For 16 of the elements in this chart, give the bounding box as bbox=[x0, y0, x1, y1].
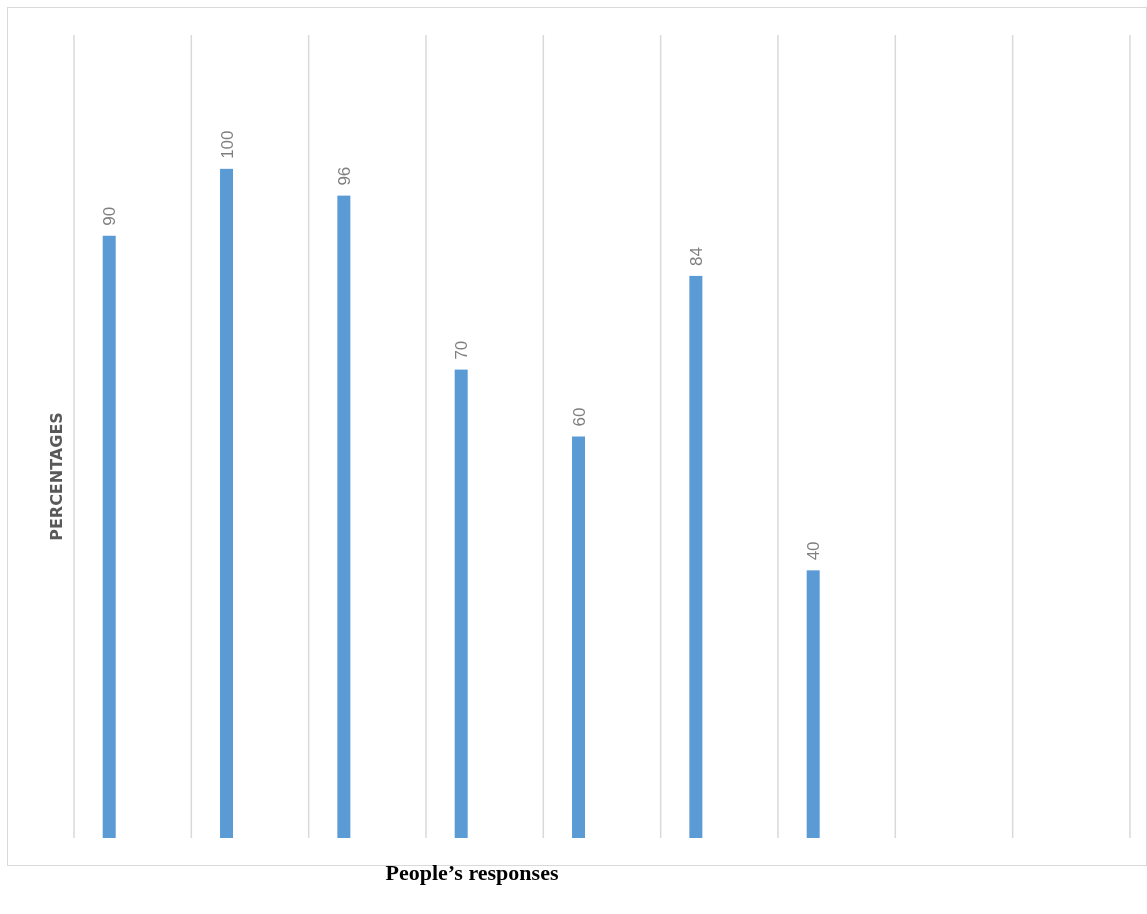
bar bbox=[337, 195, 351, 838]
data-label: 100 bbox=[217, 130, 237, 159]
data-label: 70 bbox=[452, 340, 472, 360]
data-label: 40 bbox=[804, 541, 824, 561]
data-label: 96 bbox=[334, 166, 354, 186]
x-axis-title: People’s responses bbox=[385, 860, 559, 885]
bar bbox=[102, 235, 116, 838]
data-label: 60 bbox=[569, 407, 589, 427]
bar bbox=[806, 570, 820, 838]
data-label: 90 bbox=[100, 206, 120, 226]
data-label: 84 bbox=[686, 246, 706, 266]
bar bbox=[689, 275, 703, 838]
bar bbox=[572, 436, 586, 838]
bar bbox=[454, 369, 468, 838]
y-axis-title: PERCENTAGES bbox=[47, 412, 66, 541]
bar bbox=[220, 168, 234, 838]
